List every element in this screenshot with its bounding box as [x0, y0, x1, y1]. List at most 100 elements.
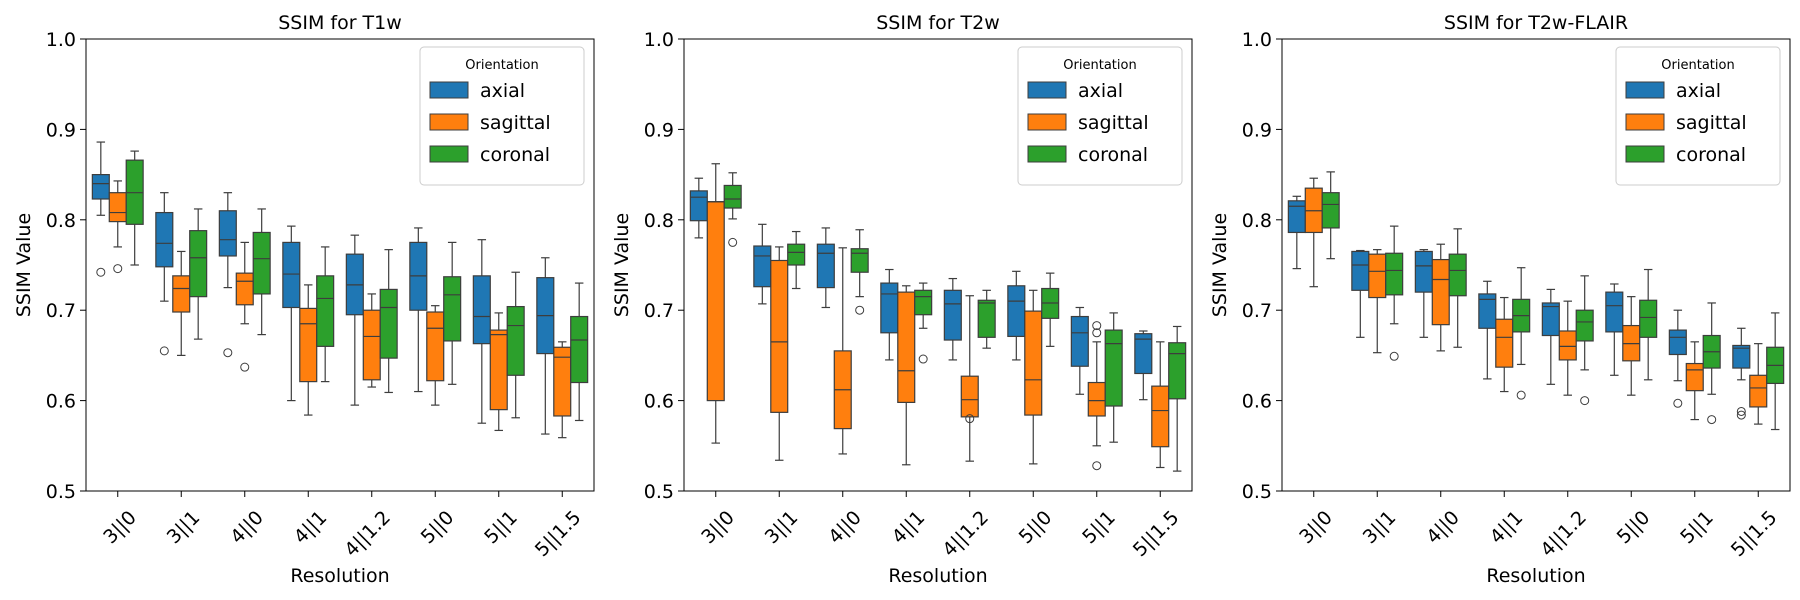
box-coronal-6 [1041, 272, 1060, 347]
box-sagittal-2 [1368, 249, 1387, 354]
y-tick-label: 0.5 [46, 481, 76, 503]
box-body [1134, 333, 1153, 375]
legend-swatch-coronal [1625, 145, 1665, 163]
legend-title: Orientation [1063, 58, 1136, 73]
box-coronal-8 [570, 282, 589, 422]
box-body [1151, 385, 1170, 448]
x-tick-label: 4||0 [1422, 507, 1464, 549]
box-body [723, 184, 742, 209]
outlier-point [223, 348, 233, 358]
plot-frame [1281, 38, 1791, 492]
box-body [880, 282, 899, 334]
legend-label-axial: axial [1676, 80, 1721, 102]
legend: Orientation axial sagittal coronal [419, 46, 585, 186]
box-coronal-8 [1766, 312, 1785, 431]
x-tick-label: 4||1 [1486, 507, 1528, 549]
x-tick-label: 4||1.2 [1536, 507, 1591, 562]
box-body [787, 243, 806, 266]
box-body [506, 305, 525, 376]
box-coronal-4 [316, 246, 335, 383]
legend-label-coronal: coronal [480, 144, 550, 166]
box-sagittal-2 [172, 250, 191, 356]
box-body [443, 276, 462, 342]
box-body [689, 190, 708, 222]
box-axial-2 [155, 192, 174, 356]
x-tick-label: 4||1.2 [938, 507, 993, 562]
box-axial-8 [1134, 330, 1153, 401]
box-coronal-3 [850, 229, 869, 315]
box-body [282, 241, 301, 309]
box-sagittal-6 [1622, 296, 1641, 396]
x-tick-label: 3||0 [1295, 507, 1337, 549]
box-axial-5 [943, 277, 962, 361]
box-body [1287, 200, 1306, 234]
box-body [218, 210, 237, 257]
box-axial-8 [1732, 327, 1751, 420]
x-tick-label: 5||1.5 [531, 507, 586, 562]
y-tick-label: 0.8 [1242, 210, 1272, 232]
box-body [1668, 329, 1687, 356]
box-body [1087, 381, 1106, 417]
box-body [316, 275, 335, 347]
box-coronal-6 [1639, 268, 1658, 381]
chart-panel-3: SSIM for T2w-FLAIR 0.5 0.6 0.7 0.8 0.9 1.0 SSIM… [1209, 12, 1791, 587]
box-sagittal-7 [1685, 341, 1704, 421]
x-tick-label: 4||1 [290, 507, 332, 549]
box-sagittal-8 [553, 341, 572, 439]
y-tick-label: 0.8 [46, 210, 76, 232]
box-body [172, 275, 191, 313]
box-body [235, 272, 254, 306]
box-body [1685, 362, 1704, 392]
legend-swatch-coronal [1027, 145, 1067, 163]
x-axis-label: Resolution [1486, 565, 1585, 587]
box-sagittal-7 [1087, 321, 1106, 471]
legend-swatch-axial [1625, 81, 1665, 99]
box-coronal-5 [977, 289, 996, 349]
legend-label-sagittal: sagittal [480, 112, 551, 134]
box-coronal-4 [1512, 267, 1531, 400]
outlier-point [1516, 390, 1526, 400]
box-body [299, 307, 318, 383]
box-coronal-8 [1168, 325, 1187, 472]
y-tick-label: 0.5 [644, 481, 674, 503]
box-body [1558, 330, 1577, 361]
outlier-point [1092, 321, 1102, 331]
outlier-point [918, 354, 928, 364]
box-sagittal-6 [426, 305, 445, 406]
box-coronal-1 [723, 172, 742, 247]
box-body [1368, 253, 1387, 299]
box-axial-4 [1478, 280, 1497, 380]
y-tick-label: 0.7 [1242, 300, 1272, 322]
box-sagittal-8 [1151, 341, 1170, 469]
plot-frame [85, 38, 595, 492]
y-axis-label: SSIM Value [13, 213, 35, 317]
box-body [189, 230, 208, 298]
box-sagittal-1 [108, 180, 127, 274]
legend-label-axial: axial [480, 80, 525, 102]
box-axial-8 [536, 257, 555, 435]
chart-title: SSIM for T1w [278, 12, 402, 34]
legend-label-axial: axial [1078, 80, 1123, 102]
box-coronal-6 [443, 241, 462, 385]
y-tick-label: 0.7 [46, 300, 76, 322]
x-tick-label: 5||1 [480, 507, 522, 549]
box-body [108, 192, 127, 223]
box-body [362, 309, 381, 381]
box-body [1168, 342, 1187, 400]
legend: Orientation axial sagittal coronal [1615, 46, 1781, 186]
outlier-point [113, 264, 123, 274]
chart-title: SSIM for T2w-FLAIR [1444, 12, 1628, 34]
box-sagittal-1 [1304, 177, 1323, 288]
box-axial-4 [282, 225, 301, 402]
box-axial-7 [1668, 309, 1687, 408]
box-axial-6 [1605, 283, 1624, 376]
box-axial-7 [472, 239, 491, 424]
box-coronal-2 [189, 208, 208, 340]
box-coronal-4 [914, 282, 933, 364]
box-coronal-1 [125, 150, 144, 266]
x-tick-label: 4||0 [824, 507, 866, 549]
outlier-point [159, 346, 169, 356]
box-axial-1 [91, 141, 110, 277]
box-body [977, 299, 996, 338]
